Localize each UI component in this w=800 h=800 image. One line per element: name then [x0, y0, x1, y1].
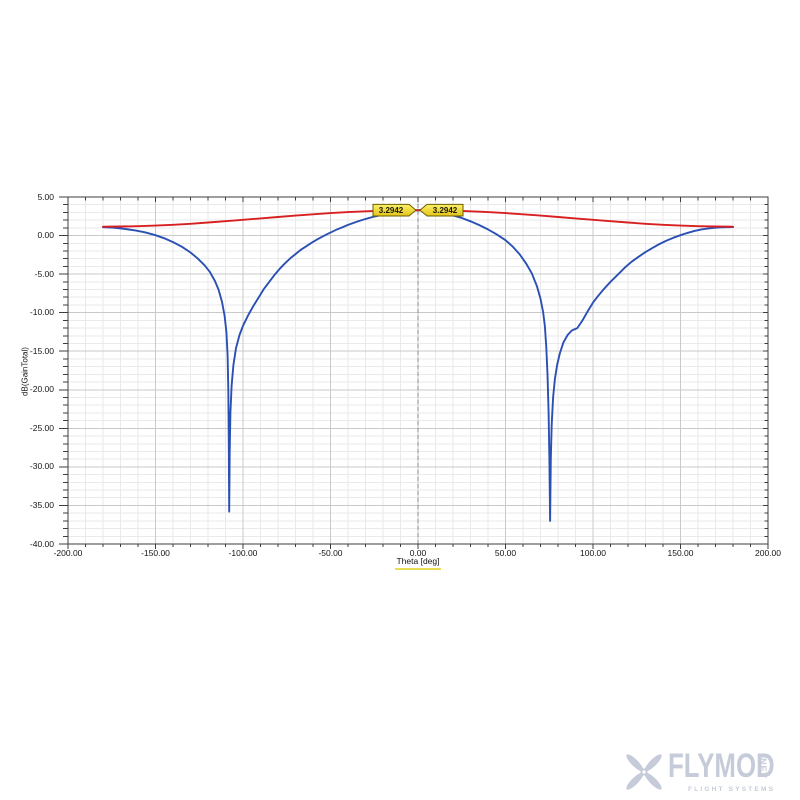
y-tick-label: 5.00 — [37, 191, 54, 202]
x-tick-label: -50.00 — [318, 548, 343, 558]
y-tick-label: -20.00 — [29, 384, 54, 395]
marker-flag — [372, 203, 417, 217]
x-axis-title: Theta [deg] — [396, 556, 440, 566]
logo-brand-text: FLYMOD — [668, 747, 775, 785]
logo-domain-text: NET — [758, 758, 768, 779]
red-trace — [102, 209, 734, 228]
y-axis-title: dB(GainTotal) — [20, 347, 30, 396]
marker-label: 3.2942 — [379, 206, 404, 215]
y-tick-label: -5.00 — [34, 268, 54, 279]
propeller-icon — [620, 748, 668, 796]
marker-flag — [419, 203, 464, 217]
x-tick-label: 150.00 — [667, 548, 694, 558]
y-tick-label: -35.00 — [29, 499, 54, 510]
x-tick-label: -150.00 — [141, 548, 170, 558]
x-tick-label: 0.00 — [409, 548, 427, 558]
y-tick-label: 0.00 — [37, 230, 54, 241]
y-tick-label: -25.00 — [29, 422, 54, 433]
marker-label: 3.2942 — [433, 206, 458, 215]
y-tick-label: -40.00 — [29, 538, 54, 549]
y-tick-label: -15.00 — [29, 345, 54, 356]
x-axis-title-highlight — [395, 568, 441, 570]
y-tick-label: -30.00 — [29, 461, 54, 472]
x-tick-label: 100.00 — [580, 548, 606, 558]
logo-tagline: FLIGHT SYSTEMS — [688, 786, 776, 793]
x-tick-label: -200.00 — [53, 548, 83, 558]
x-tick-label: 200.00 — [755, 548, 781, 558]
x-tick-label: 50.00 — [494, 548, 517, 558]
x-tick-label: -100.00 — [228, 548, 258, 558]
y-tick-label: -10.00 — [29, 307, 54, 318]
flymod-logo: FLYMOD NET FLIGHT SYSTEMS — [618, 746, 800, 800]
